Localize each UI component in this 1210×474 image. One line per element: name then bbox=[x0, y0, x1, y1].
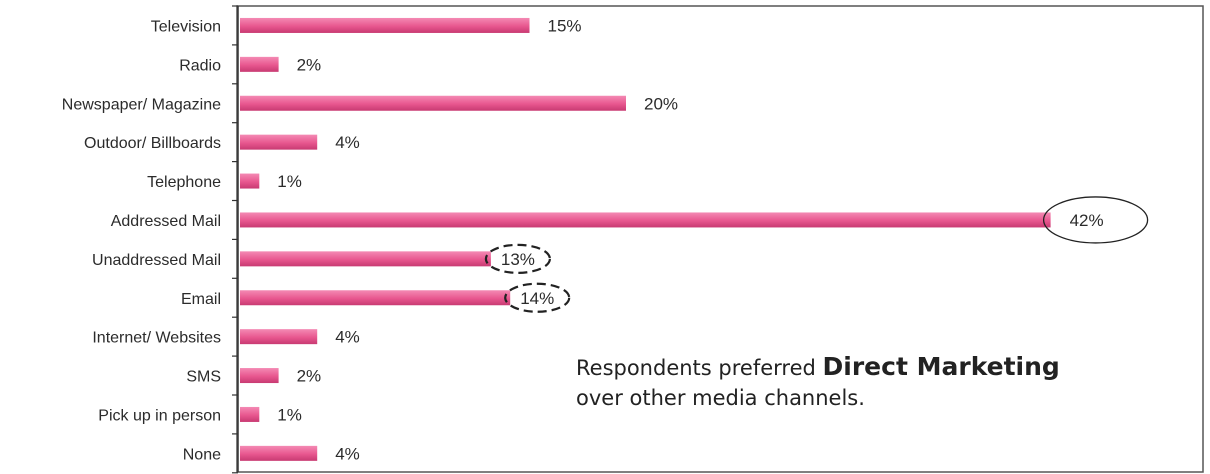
category-label: None bbox=[183, 446, 221, 463]
category-label: Unaddressed Mail bbox=[92, 252, 221, 269]
highlight-dashed-circle bbox=[504, 282, 571, 313]
annotation-bold: Direct Marketing bbox=[822, 352, 1060, 381]
category-label: Pick up in person bbox=[98, 407, 221, 424]
value-label: 4% bbox=[335, 328, 360, 347]
category-label: Addressed Mail bbox=[111, 213, 221, 230]
category-label: Television bbox=[151, 18, 221, 35]
value-label: 2% bbox=[297, 367, 322, 386]
value-label: 2% bbox=[297, 55, 322, 74]
bar bbox=[240, 173, 260, 189]
bar bbox=[240, 329, 318, 345]
bar bbox=[240, 251, 491, 267]
bar bbox=[240, 212, 1051, 228]
category-label: Telephone bbox=[147, 174, 221, 191]
bar bbox=[240, 134, 318, 150]
bar bbox=[240, 95, 626, 111]
category-label: Email bbox=[181, 291, 221, 308]
value-label: 15% bbox=[548, 16, 582, 35]
category-label: SMS bbox=[186, 369, 221, 386]
value-label: 1% bbox=[277, 405, 302, 424]
annotation-prefix: Respondents preferred bbox=[576, 356, 816, 380]
category-label: Outdoor/ Billboards bbox=[84, 135, 221, 152]
chart-annotation: Respondents preferred Direct Marketing o… bbox=[576, 352, 1136, 413]
bar bbox=[240, 406, 260, 422]
bar bbox=[240, 56, 279, 72]
bar bbox=[240, 290, 511, 306]
value-label: 1% bbox=[277, 172, 302, 191]
value-label: 4% bbox=[335, 444, 360, 463]
plot-area-frame bbox=[236, 5, 1204, 473]
highlight-circle bbox=[1042, 196, 1149, 244]
bar bbox=[240, 368, 279, 384]
value-label: 14% bbox=[520, 289, 554, 308]
bar bbox=[240, 17, 530, 33]
value-label: 20% bbox=[644, 94, 678, 113]
value-label: 4% bbox=[335, 133, 360, 152]
category-label: Newspaper/ Magazine bbox=[62, 96, 221, 113]
category-label: Radio bbox=[179, 57, 221, 74]
category-label: Internet/ Websites bbox=[92, 330, 221, 347]
highlight-dashed-circle bbox=[484, 243, 552, 274]
bar bbox=[240, 445, 318, 461]
annotation-line2: over other media channels. bbox=[576, 386, 865, 410]
value-label: 13% bbox=[501, 250, 535, 269]
value-label: 42% bbox=[1070, 211, 1104, 230]
